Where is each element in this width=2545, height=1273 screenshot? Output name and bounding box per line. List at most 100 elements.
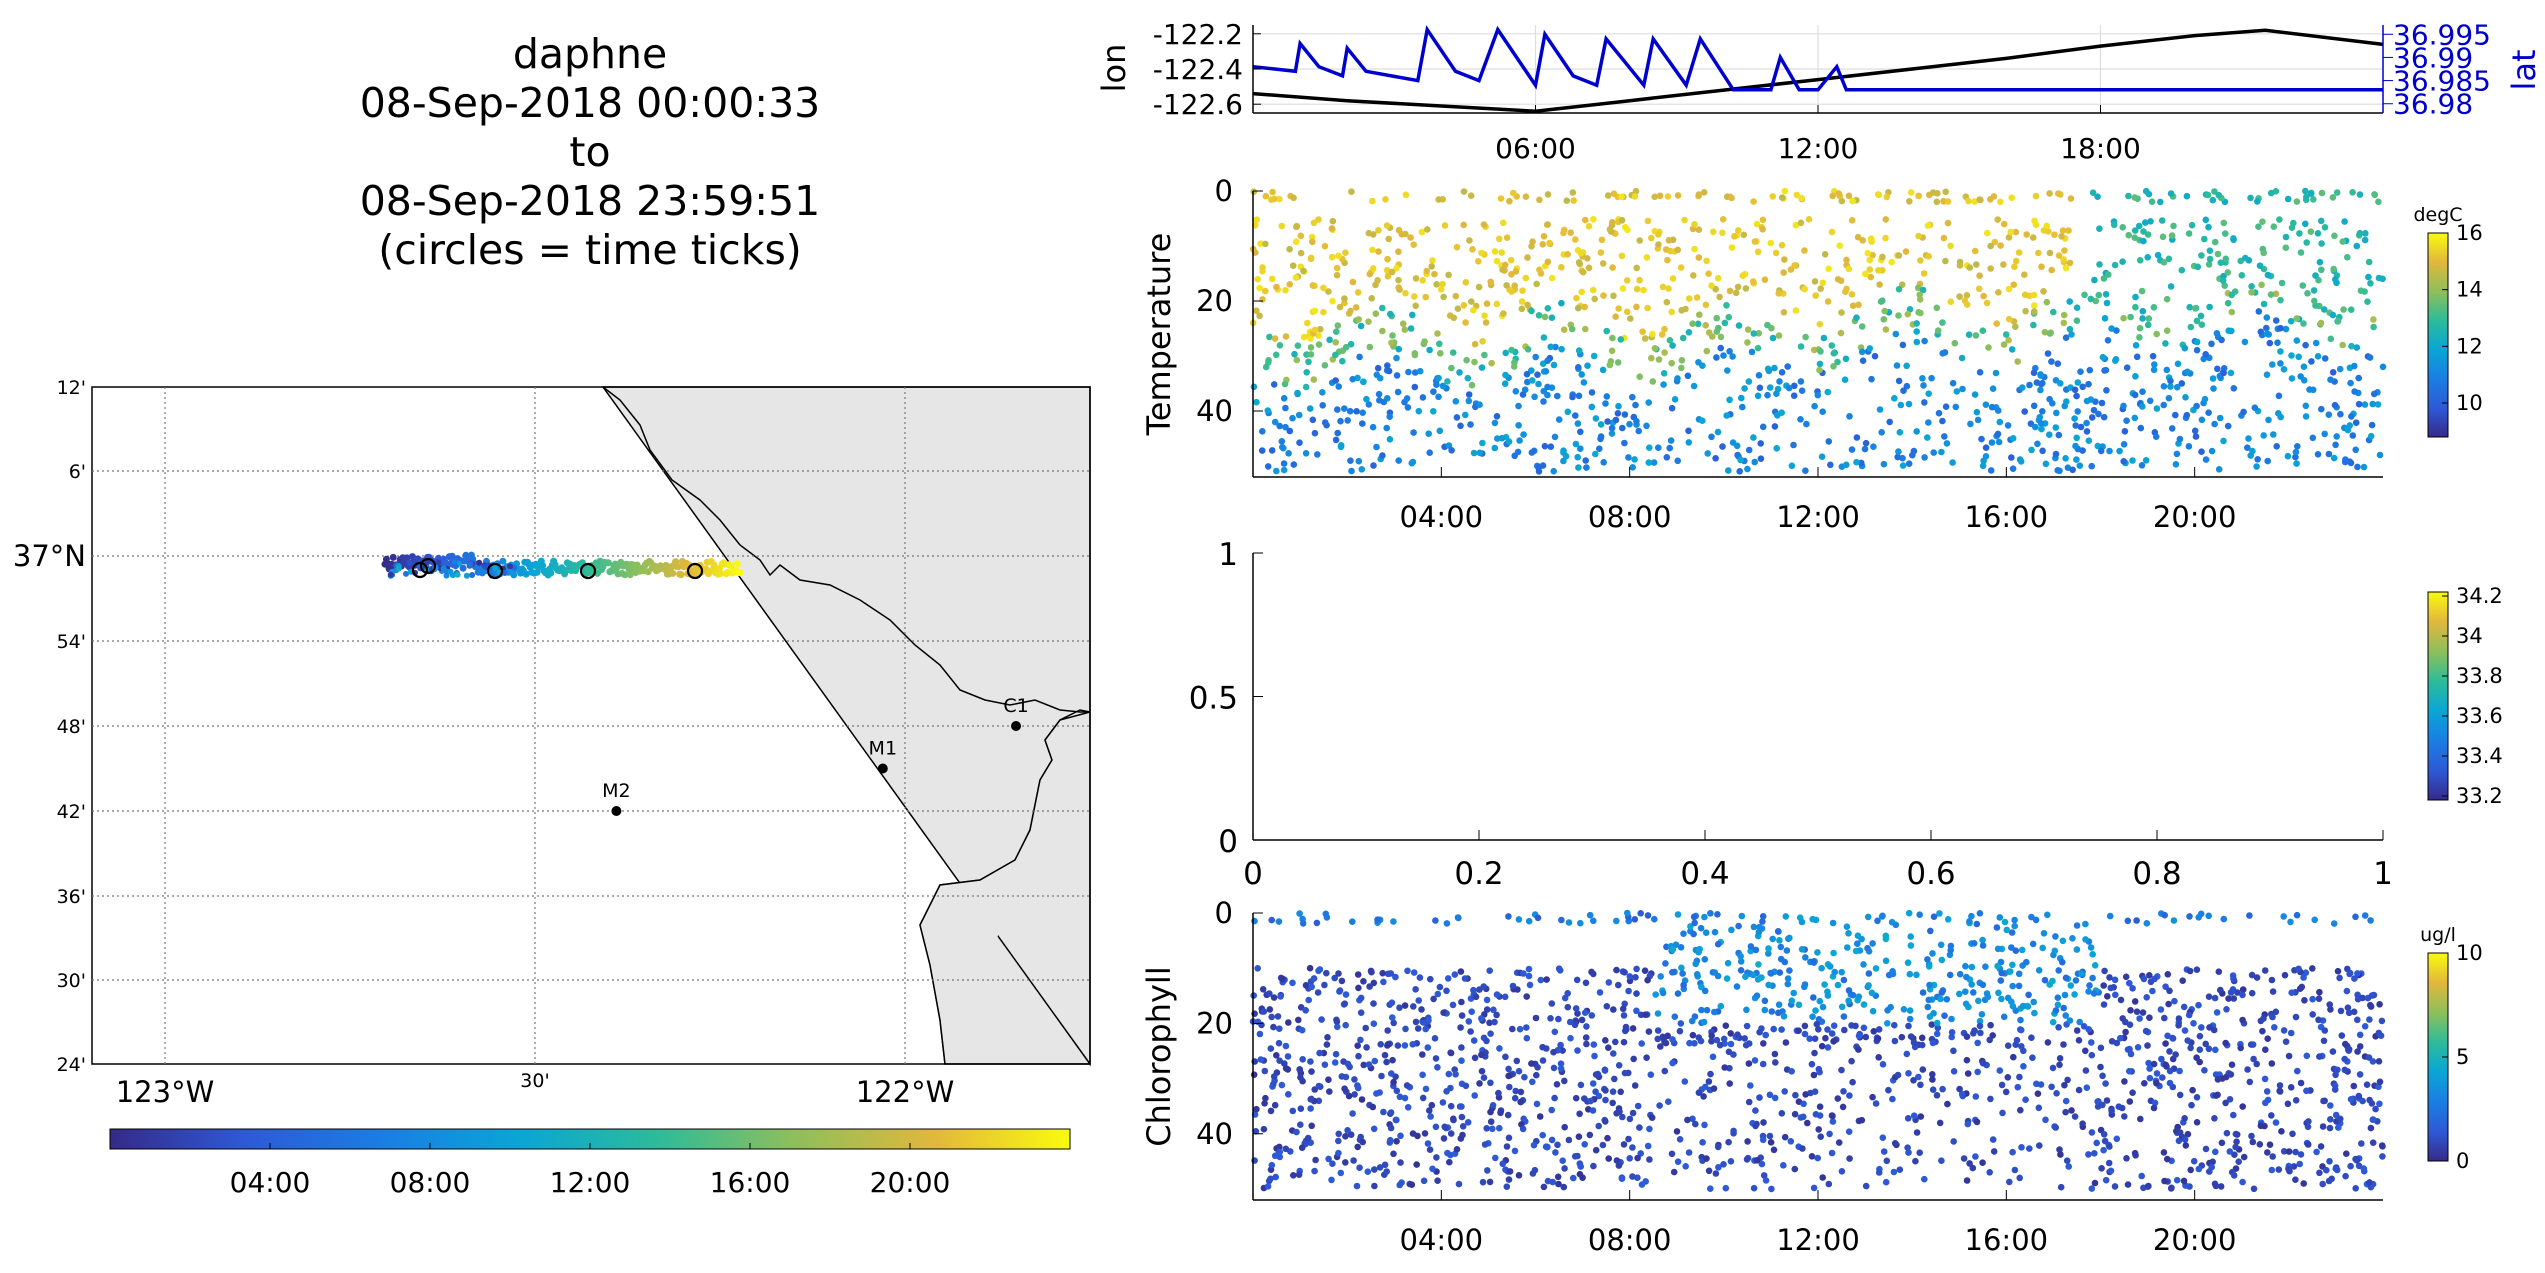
data-point (1906, 1007, 1914, 1014)
data-point (2347, 306, 2355, 314)
data-point (2315, 995, 2323, 1002)
data-point (1397, 1159, 1404, 1166)
data-point (1377, 1041, 1384, 1048)
data-point (2329, 311, 2337, 319)
data-point (2071, 991, 2078, 998)
data-point (1677, 944, 1685, 951)
track-point (459, 564, 467, 572)
data-point (2100, 1131, 2108, 1138)
data-point (1781, 256, 1788, 263)
data-point (1664, 256, 1671, 264)
data-point (1613, 1157, 1621, 1164)
station-label: M1 (869, 738, 897, 760)
data-point (2334, 1066, 2341, 1074)
data-point (1769, 334, 1777, 342)
data-point (1259, 264, 1266, 271)
data-point (1600, 459, 1607, 466)
data-point (2017, 1026, 2025, 1034)
data-point (1707, 910, 1714, 917)
data-point (1984, 229, 1991, 237)
data-point (1902, 248, 1910, 255)
data-point (2073, 434, 2080, 442)
data-point (1505, 1134, 1513, 1142)
data-point (1893, 362, 1901, 369)
data-point (2379, 1153, 2386, 1160)
data-point (1714, 274, 1722, 282)
data-point (2094, 193, 2101, 200)
data-point (1743, 1156, 1751, 1163)
data-point (2310, 196, 2317, 203)
data-point (1458, 998, 1465, 1006)
data-point (1335, 383, 1342, 390)
data-point (2369, 1116, 2377, 1123)
data-point (1382, 196, 1389, 203)
data-point (1337, 1169, 1345, 1177)
data-point (1753, 992, 1761, 999)
data-point (1282, 1065, 1290, 1072)
data-point (2060, 1004, 2067, 1012)
data-point (2091, 1150, 2098, 1157)
data-point (1507, 256, 1515, 264)
data-point (1937, 995, 1944, 1003)
data-point (1599, 366, 1607, 374)
data-point (1830, 1022, 1838, 1029)
data-point (1346, 407, 1354, 415)
data-point (1533, 1071, 1540, 1079)
lat-series-line (1252, 25, 2383, 92)
data-point (2343, 987, 2351, 995)
data-point (2082, 1067, 2090, 1074)
data-point (1404, 967, 1411, 975)
data-point (1986, 1036, 1993, 1044)
y-axis-label: Temperature (1140, 233, 1178, 437)
data-point (1605, 979, 1613, 986)
data-point (1315, 1097, 1323, 1105)
data-point (1845, 1128, 1853, 1135)
data-point (1843, 461, 1850, 469)
data-point (2059, 958, 2066, 966)
data-point (2044, 911, 2051, 919)
data-point (2263, 324, 2270, 332)
data-point (2166, 1048, 2173, 1055)
data-point (1285, 1019, 1292, 1026)
data-point (1426, 1146, 1434, 1153)
data-point (1938, 956, 1946, 964)
data-point (1458, 1113, 1466, 1121)
data-point (1308, 1122, 1315, 1130)
data-point (2290, 1163, 2298, 1170)
data-point (1974, 1068, 1981, 1076)
data-point (2180, 1003, 2188, 1011)
data-point (1475, 258, 1482, 265)
data-point (2168, 1184, 2175, 1192)
data-point (1633, 264, 1640, 272)
data-point (1311, 282, 1318, 290)
data-point (1939, 417, 1946, 425)
data-point (2282, 1038, 2290, 1045)
data-point (1769, 193, 1777, 200)
data-point (1389, 1056, 1396, 1064)
data-point (1759, 216, 1767, 224)
data-point (2187, 1044, 2194, 1052)
data-point (2309, 995, 2316, 1003)
data-point (1306, 405, 1314, 412)
data-point (1320, 284, 1327, 292)
data-point (1422, 1025, 1429, 1033)
data-point (1772, 1059, 1779, 1066)
data-point (2100, 413, 2108, 421)
data-point (1487, 278, 1494, 286)
data-point (1764, 391, 1771, 399)
data-point (1982, 444, 1990, 452)
data-point (2341, 218, 2348, 225)
data-point (1682, 1163, 1689, 1170)
data-point (2106, 1143, 2113, 1150)
data-point (1629, 1173, 1636, 1180)
data-point (1315, 1082, 1323, 1090)
data-point (2012, 257, 2020, 265)
colorbar-tick-label: 0 (2456, 1149, 2469, 1173)
data-point (2293, 460, 2300, 467)
data-point (2088, 462, 2095, 470)
data-point (2089, 951, 2096, 958)
data-point (1811, 1049, 1818, 1057)
data-point (1753, 220, 1761, 228)
data-point (2282, 233, 2290, 241)
colorbar-label: ug/l (2420, 924, 2456, 946)
